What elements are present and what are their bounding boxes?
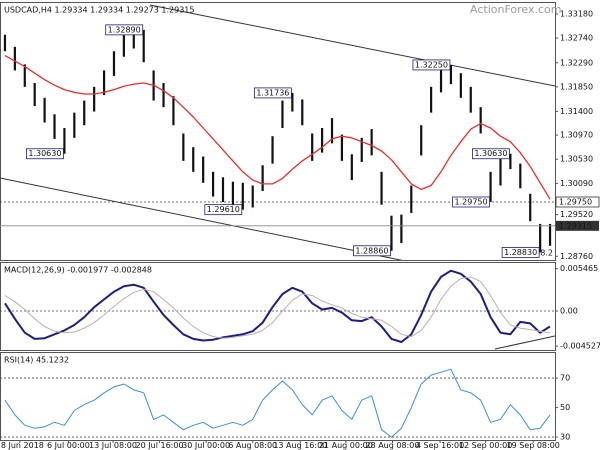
price-annotation: 1.29750: [455, 197, 488, 206]
y-tick-label: 1.31400: [560, 107, 593, 116]
x-tick-label: 6 Aug 08:00: [228, 441, 277, 450]
x-tick-label: 4 Sep 16:00: [416, 441, 464, 450]
level-label: 1.29750: [559, 197, 592, 206]
panel-plot: [0, 368, 555, 438]
last-price-box: [556, 220, 599, 231]
x-tick-label: 28 Jun 2018: [0, 441, 44, 450]
panel-title: MACD(12,26,9) -0.001977 -0.002848: [4, 266, 152, 275]
price-annotation-box: [105, 24, 144, 36]
y-tick-label: 0.00: [560, 307, 578, 316]
price-annotation-box: [353, 245, 391, 257]
price-annotation-box: [26, 148, 64, 160]
y-tick-label: 1.30530: [560, 155, 593, 164]
channel-lower: [0, 177, 403, 260]
series-line: [4, 368, 551, 438]
y-tick-label: 1.28760: [560, 252, 593, 261]
price-annotation-box: [204, 204, 243, 216]
y-tick-label: 50: [560, 403, 570, 412]
price-annotation: 1.29610: [207, 205, 240, 214]
macd-trendline: [494, 335, 555, 350]
series-line: [4, 276, 551, 339]
channel-upper: [149, 4, 555, 87]
y-tick-label: 30: [560, 433, 570, 442]
x-tick-label: 30 Jul 00:00: [182, 441, 230, 450]
x-tick-label: 12 Sep 00:00: [459, 441, 512, 450]
level-label-box: [555, 196, 600, 208]
panel-title: RSI(14) 45.1232: [4, 356, 69, 365]
price-annotation-box: [412, 59, 451, 71]
y-tick-label: 1.30090: [560, 179, 593, 188]
price-annotation: 1.30630: [28, 149, 61, 158]
x-tick-label: 13 Jul 08:00: [89, 441, 137, 450]
y-tick-label: 70: [560, 374, 570, 383]
last-price-label: 1.29315: [559, 221, 592, 230]
y-tick-label: 1.30970: [560, 131, 593, 140]
x-tick-label: 20 Jul 16:00: [136, 441, 184, 450]
price-annotation: 1.30630: [474, 149, 507, 158]
series-line: [4, 55, 551, 200]
price-annotation-box: [452, 196, 490, 208]
y-tick-label: 1.29520: [560, 210, 593, 219]
y-tick-label: 1.33180: [560, 9, 593, 18]
y-tick-label: -0.004527: [560, 342, 600, 351]
x-tick-label: 6 Jul 00:00: [47, 441, 90, 450]
panel-plot: [0, 269, 555, 343]
price-annotation: 1.28860: [355, 246, 388, 255]
y-tick-label: 0.005465: [560, 264, 598, 273]
price-annotation-box: [501, 247, 540, 258]
fib-label: 38.2: [535, 249, 553, 258]
watermark: ActionForex.com: [470, 3, 561, 16]
price-annotation: 1.28830: [504, 248, 537, 257]
series-line: [4, 269, 551, 343]
y-tick-label: 1.32290: [560, 58, 593, 67]
price-annotation: 1.32890: [108, 25, 141, 34]
price-panel: [0, 2, 556, 261]
x-tick-label: 28 Aug 08:00: [365, 441, 419, 450]
rsi-panel: [0, 352, 556, 441]
panel-title: USDCAD,H4 1.29334 1.29334 1.29273 1.2931…: [4, 6, 194, 15]
x-tick-label: 13 Aug 16:00: [273, 441, 327, 450]
price-annotation: 1.32250: [415, 60, 448, 69]
panel-plot: [0, 29, 555, 253]
y-tick-label: 1.31850: [560, 82, 593, 91]
price-annotation-box: [472, 148, 510, 160]
price-annotation-box: [253, 87, 292, 99]
y-tick-label: 1.32740: [560, 34, 593, 43]
x-tick-label: 19 Sep 08:00: [506, 441, 559, 450]
price-annotation: 1.31736: [256, 88, 289, 97]
x-tick-label: 21 Aug 00:00: [319, 441, 373, 450]
macd-panel: [0, 262, 556, 351]
